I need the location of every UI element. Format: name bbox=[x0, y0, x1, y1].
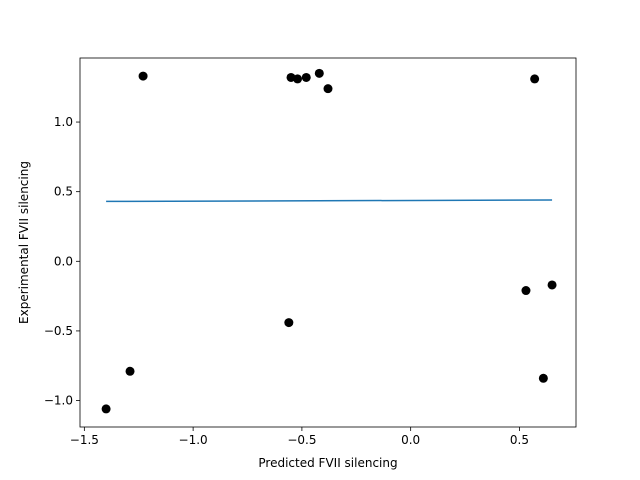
data-point-1 bbox=[101, 404, 111, 414]
plot-frame bbox=[79, 57, 577, 428]
x-axis-label: Predicted FVII silencing bbox=[258, 456, 397, 470]
x-tick-label-1: −1.5 bbox=[70, 433, 99, 447]
data-point-9 bbox=[323, 84, 333, 94]
data-point-10 bbox=[521, 286, 531, 296]
fit-line bbox=[106, 199, 553, 203]
x-tick-label-5: 0.5 bbox=[510, 433, 529, 447]
data-point-13 bbox=[547, 280, 557, 290]
data-point-8 bbox=[314, 68, 324, 78]
x-tick-label-3: −0.5 bbox=[287, 433, 316, 447]
data-point-3 bbox=[138, 71, 148, 81]
x-tick-label-2: −1.0 bbox=[179, 433, 208, 447]
y-tick-label-3: 0.0 bbox=[54, 254, 73, 268]
data-point-12 bbox=[538, 373, 548, 383]
data-point-7 bbox=[301, 72, 311, 82]
x-tick-label-4: 0.0 bbox=[401, 433, 420, 447]
data-point-11 bbox=[530, 74, 540, 84]
y-tick-label-2: −0.5 bbox=[44, 324, 73, 338]
y-tick-label-4: 0.5 bbox=[54, 185, 73, 199]
data-point-2 bbox=[125, 366, 135, 376]
data-point-4 bbox=[284, 318, 294, 328]
y-axis-label: Experimental FVII silencing bbox=[17, 161, 31, 324]
y-tick-label-1: −1.0 bbox=[44, 394, 73, 408]
data-point-6 bbox=[293, 74, 303, 84]
y-tick-label-5: 1.0 bbox=[54, 115, 73, 129]
